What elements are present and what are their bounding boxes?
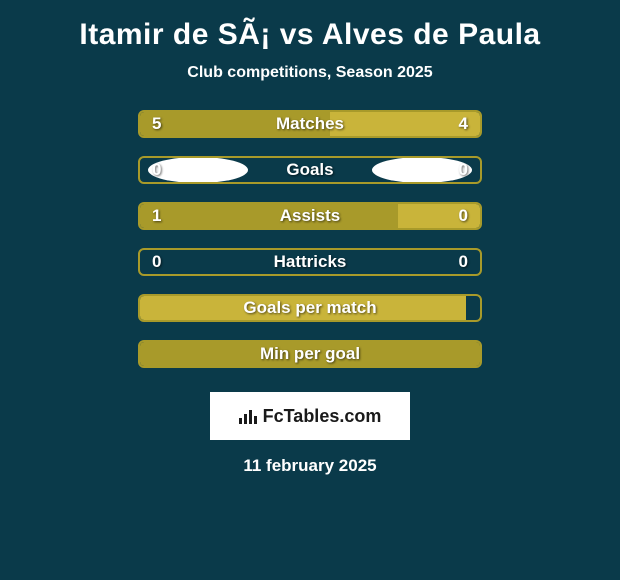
bar-track: Goals per match — [138, 294, 482, 322]
stat-value-left: 0 — [152, 252, 161, 272]
stat-row: Goals per match — [138, 294, 482, 322]
stat-value-right: 4 — [459, 114, 468, 134]
logo-box[interactable]: FcTables.com — [210, 392, 410, 440]
stat-value-left: 5 — [152, 114, 161, 134]
stat-row: 0 Hattricks 0 — [138, 248, 482, 276]
logo-text: FcTables.com — [239, 406, 382, 427]
stat-value-left: 0 — [152, 160, 161, 180]
bar-track: 0 Hattricks 0 — [138, 248, 482, 276]
stats-container: 5 Matches 4 0 Goals 0 1 Assists 0 0 Hattricks 0 Goal… — [138, 110, 482, 386]
stat-value-right: 0 — [459, 160, 468, 180]
stat-value-right: 0 — [459, 206, 468, 226]
page-title: Itamir de SÃ¡ vs Alves de Paula — [79, 18, 540, 52]
stat-label: Matches — [276, 114, 344, 134]
page-subtitle: Club competitions, Season 2025 — [187, 64, 432, 82]
stat-label: Assists — [280, 206, 340, 226]
stat-row: 5 Matches 4 — [138, 110, 482, 138]
date-text: 11 february 2025 — [243, 456, 376, 476]
stat-row: Min per goal — [138, 340, 482, 368]
bar-track: 0 Goals 0 — [138, 156, 482, 184]
bar-fill-left — [140, 204, 398, 228]
bars-icon — [239, 408, 259, 424]
stat-label: Goals — [286, 160, 333, 180]
logo-label: FcTables.com — [263, 406, 382, 427]
bar-track: 5 Matches 4 — [138, 110, 482, 138]
stat-value-left: 1 — [152, 206, 161, 226]
comparison-panel: Itamir de SÃ¡ vs Alves de Paula Club com… — [0, 0, 620, 486]
stat-row: 1 Assists 0 — [138, 202, 482, 230]
stat-label: Goals per match — [243, 298, 376, 318]
stat-value-right: 0 — [459, 252, 468, 272]
bar-track: 1 Assists 0 — [138, 202, 482, 230]
stat-label: Min per goal — [260, 344, 360, 364]
bar-track: Min per goal — [138, 340, 482, 368]
stat-label: Hattricks — [274, 252, 347, 272]
stat-row: 0 Goals 0 — [138, 156, 482, 184]
